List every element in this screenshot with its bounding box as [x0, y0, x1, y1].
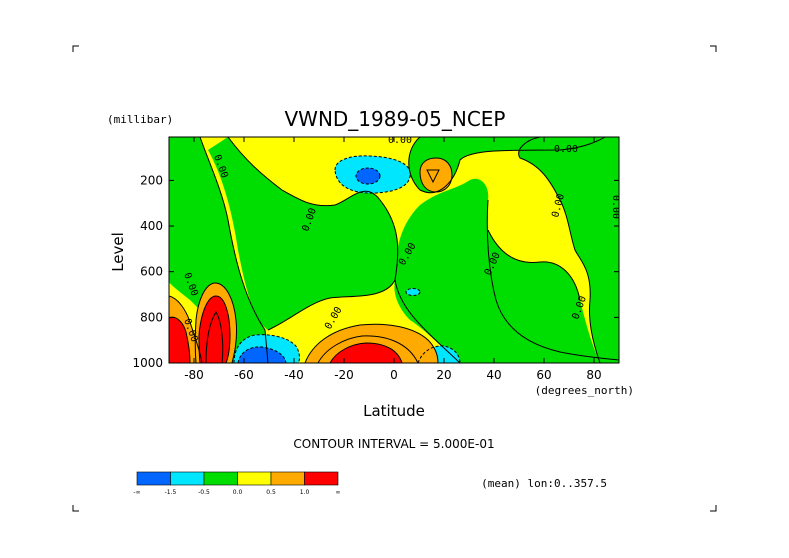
cyan-cell-small [406, 288, 420, 296]
x-tick-label: -40 [284, 368, 304, 382]
y-tick-label: 200 [140, 173, 163, 187]
colorbar-swatch [237, 471, 272, 486]
colorbar-label: 0.5 [266, 489, 276, 496]
green-region-center-column [394, 178, 619, 363]
x-tick-label: -20 [334, 368, 354, 382]
contour-label: 0.00 [388, 135, 412, 146]
corner-marks [72, 45, 717, 512]
contour-lines [169, 137, 619, 363]
colorbar-swatch [203, 471, 238, 486]
green-region-west [169, 137, 268, 363]
blue-core-lower-west [238, 346, 286, 363]
green-region-east [518, 137, 619, 363]
colorbar-label: 0.0 [233, 489, 243, 496]
y-axis: 200 400 600 800 1000 [132, 173, 619, 370]
contour-label: 0.00 [554, 144, 578, 155]
x-tick-label: 20 [436, 368, 451, 382]
colorbar-swatch [304, 471, 339, 486]
x-units-label: (degrees_north) [535, 384, 634, 397]
x-tick-label: -80 [184, 368, 204, 382]
contour-interval-text: CONTOUR INTERVAL = 5.000E-01 [293, 437, 494, 451]
colorbar-label: ∞ [336, 489, 341, 496]
colorbar-swatch [270, 471, 305, 486]
x-tick-label: 80 [586, 368, 601, 382]
contour-plot: 0.00 0.00 0.00 0.00 0.00 0.00 0.00 0.00 … [169, 135, 621, 363]
green-region-upper-band [200, 137, 605, 330]
colorbar-label: -1.5 [165, 489, 177, 496]
contour-label: 0.00 [610, 195, 621, 219]
x-tick-label: 40 [486, 368, 501, 382]
y-tick-label: 400 [140, 219, 163, 233]
y-tick-label: 800 [140, 310, 163, 324]
colorbar: -∞ -1.5 -0.5 0.0 0.5 1.0 ∞ [133, 471, 341, 496]
chart-title: VWND_1989-05_NCEP [284, 107, 505, 131]
y-tick-label: 600 [140, 265, 163, 279]
x-tick-label: -60 [234, 368, 254, 382]
y-axis-label: Level [109, 232, 127, 272]
blue-core-upper [356, 168, 380, 184]
colorbar-swatch [136, 471, 171, 486]
green-region-midlevel [488, 230, 600, 363]
colorbar-label: -0.5 [198, 489, 210, 496]
colorbar-label: 1.0 [300, 489, 310, 496]
x-axis-label: Latitude [363, 402, 425, 420]
x-axis: -80 -60 -40 -20 0 20 40 60 80 [184, 137, 602, 382]
red-core-equator [330, 343, 402, 363]
colorbar-label: -∞ [133, 489, 140, 496]
subset-info-text: (mean) lon:0..357.5 [481, 477, 607, 490]
x-tick-label: 0 [390, 368, 398, 382]
y-units-label: (millibar) [107, 113, 173, 126]
x-tick-label: 60 [536, 368, 551, 382]
colorbar-swatch [170, 471, 205, 486]
y-tick-label: 1000 [132, 356, 163, 370]
